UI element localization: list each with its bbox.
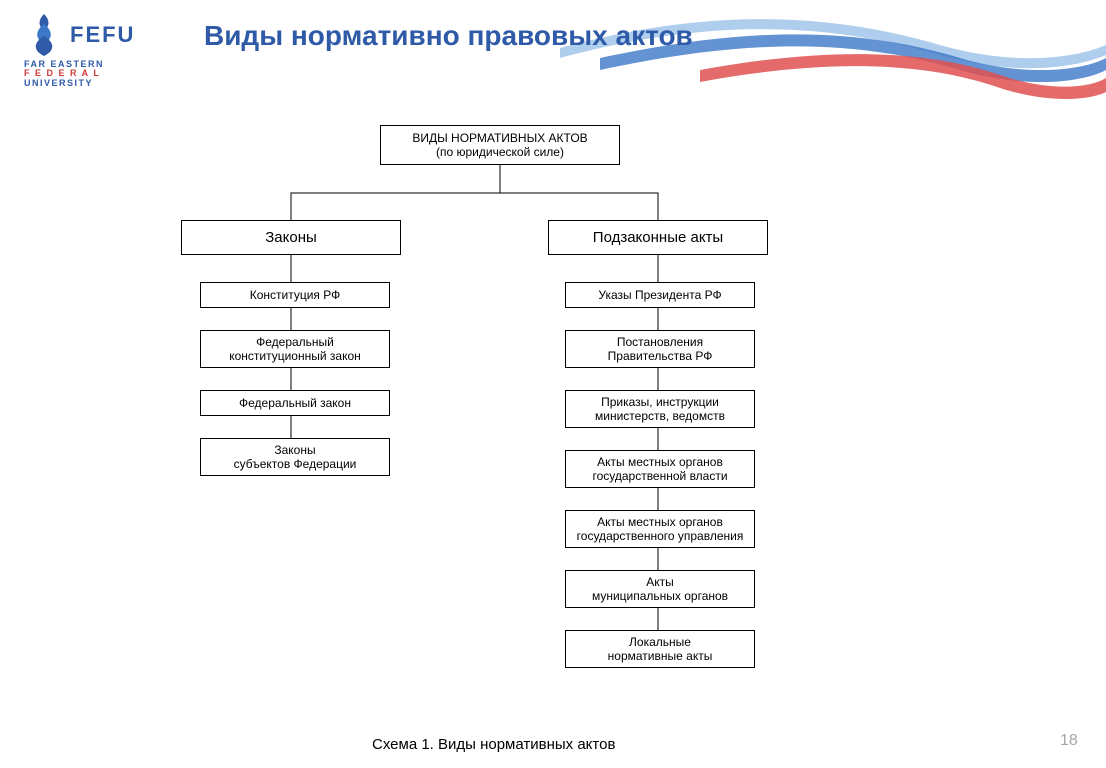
edge-root-laws	[291, 165, 500, 220]
node-l1-line0: Конституция РФ	[250, 288, 341, 302]
diagram-connectors	[0, 125, 1106, 695]
logo-text-fefu: FEFU	[70, 22, 135, 47]
slide: FEFU FAR EASTERN F E D E R A L UNIVERSIT…	[0, 0, 1106, 768]
node-l2-line1: конституционный закон	[229, 349, 361, 363]
logo-line3: UNIVERSITY	[24, 79, 174, 88]
edge-root-sub	[500, 165, 658, 220]
node-s7: Локальныенормативные акты	[565, 630, 755, 668]
node-l4-line1: субъектов Федерации	[234, 457, 357, 471]
node-s4-line0: Акты местных органов	[597, 455, 723, 469]
node-l4: Законысубъектов Федерации	[200, 438, 390, 476]
node-s1-line0: Указы Президента РФ	[598, 288, 721, 302]
node-s5-line1: государственного управления	[577, 529, 744, 543]
node-s4: Акты местных органовгосударственной влас…	[565, 450, 755, 488]
node-l1: Конституция РФ	[200, 282, 390, 308]
node-s2-line0: Постановления	[617, 335, 703, 349]
node-root-line0: ВИДЫ НОРМАТИВНЫХ АКТОВ	[412, 131, 587, 145]
page-title: Виды нормативно правовых актов	[204, 20, 693, 52]
node-laws: Законы	[181, 220, 401, 255]
node-s1: Указы Президента РФ	[565, 282, 755, 308]
node-s7-line1: нормативные акты	[608, 649, 713, 663]
node-s5-line0: Акты местных органов	[597, 515, 723, 529]
node-root: ВИДЫ НОРМАТИВНЫХ АКТОВ(по юридической си…	[380, 125, 620, 165]
logo-subtext: FAR EASTERN F E D E R A L UNIVERSITY	[24, 60, 174, 88]
node-s4-line1: государственной власти	[592, 469, 727, 483]
fefu-logo: FEFU FAR EASTERN F E D E R A L UNIVERSIT…	[24, 12, 174, 88]
node-s2-line1: Правительства РФ	[608, 349, 713, 363]
node-root-line1: (по юридической силе)	[436, 145, 564, 159]
node-l2: Федеральныйконституционный закон	[200, 330, 390, 368]
node-l3-line0: Федеральный закон	[239, 396, 351, 410]
diagram: ВИДЫ НОРМАТИВНЫХ АКТОВ(по юридической си…	[0, 125, 1106, 695]
node-s5: Акты местных органовгосударственного упр…	[565, 510, 755, 548]
node-s3: Приказы, инструкцииминистерств, ведомств	[565, 390, 755, 428]
node-s6: Актымуниципальных органов	[565, 570, 755, 608]
node-sub: Подзаконные акты	[548, 220, 768, 255]
node-s7-line0: Локальные	[629, 635, 691, 649]
fefu-logo-icon: FEFU	[24, 12, 174, 58]
node-l4-line0: Законы	[274, 443, 315, 457]
node-l2-line0: Федеральный	[256, 335, 334, 349]
node-l3: Федеральный закон	[200, 390, 390, 416]
node-s2: ПостановленияПравительства РФ	[565, 330, 755, 368]
node-s3-line1: министерств, ведомств	[595, 409, 725, 423]
node-s6-line0: Акты	[646, 575, 674, 589]
node-s3-line0: Приказы, инструкции	[601, 395, 719, 409]
diagram-caption: Схема 1. Виды нормативных актов	[372, 736, 615, 753]
page-number: 18	[1060, 732, 1078, 750]
node-s6-line1: муниципальных органов	[592, 589, 728, 603]
node-laws-line0: Законы	[265, 229, 317, 247]
node-sub-line0: Подзаконные акты	[593, 229, 723, 247]
